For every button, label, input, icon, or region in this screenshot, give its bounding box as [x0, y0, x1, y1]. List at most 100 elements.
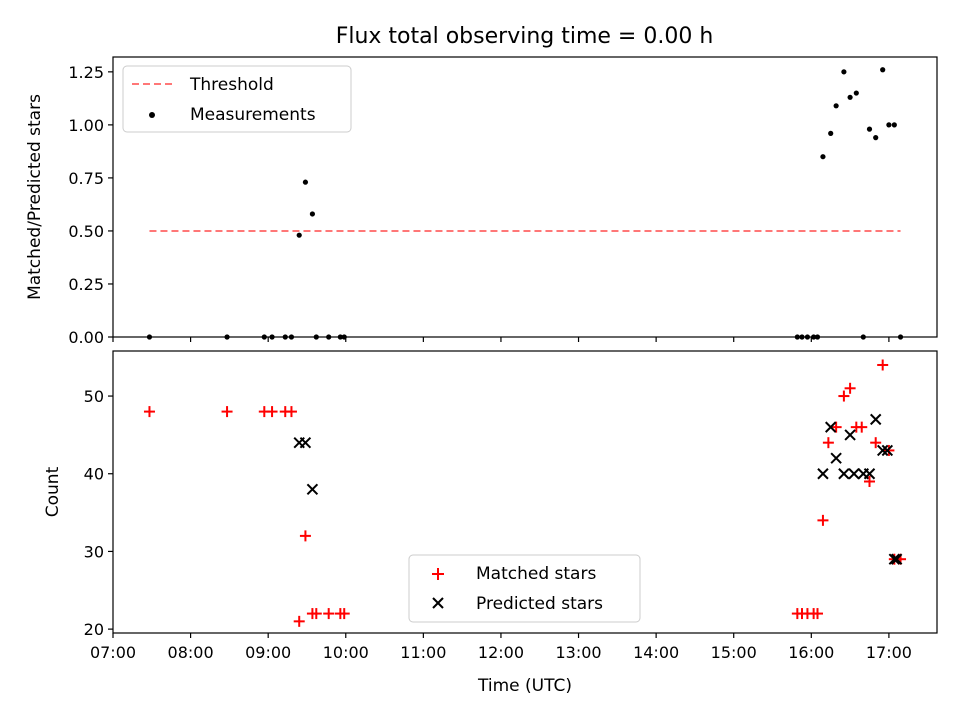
- predicted-star-point: [824, 421, 837, 433]
- matched-star-point: [338, 608, 350, 620]
- predicted-star-point: [869, 413, 882, 426]
- predicted-star-d2: [299, 436, 312, 449]
- predicted-star-d2: [863, 468, 876, 480]
- top-plot-frame: [112, 56, 938, 338]
- bottom-y-tick-label: 40: [84, 465, 104, 484]
- matched-star-point: [299, 530, 311, 542]
- top-y-tick-label: 1.00: [68, 116, 104, 135]
- predicted-star-d2: [888, 553, 901, 565]
- bottom-y-axis: 20 30 40 50: [84, 387, 113, 639]
- bottom-x-tick-label: 09:00: [245, 643, 291, 662]
- bottom-x-tick-label: 12:00: [478, 643, 524, 662]
- legend-measurements-swatch: [149, 112, 155, 118]
- matched-star-point: [856, 421, 868, 433]
- matched-star-point: [883, 444, 895, 456]
- matched-star-point: [817, 514, 829, 526]
- bottom-legend: Matched stars Predicted stars: [408, 554, 641, 623]
- measurement-point: [891, 122, 897, 128]
- top-legend-frame: [122, 65, 352, 133]
- predicted-star-point: [848, 468, 860, 480]
- top-y-tick-label: 0.00: [68, 328, 104, 347]
- measurement-point: [880, 67, 886, 73]
- bottom-y-tick-label: 30: [84, 542, 104, 561]
- measurement-point: [833, 103, 839, 109]
- predicted-star-point: [299, 436, 312, 449]
- predicted-star-point: [881, 444, 894, 457]
- matched-star-point: [221, 406, 233, 418]
- top-y-tick-label: 0.25: [68, 275, 104, 294]
- bottom-x-tick-label: 10:00: [323, 643, 369, 662]
- predicted-star-d2: [817, 468, 829, 480]
- measurement-point: [873, 135, 879, 141]
- predicted-star-d2: [838, 468, 850, 480]
- predicted-star-point: [817, 468, 829, 480]
- measurement-point: [886, 122, 892, 128]
- predicted-star-point: [888, 553, 901, 565]
- matched-star-point: [812, 608, 824, 620]
- predicted-star-point: [830, 452, 842, 464]
- legend-predicted-label: Predicted stars: [476, 594, 603, 614]
- top-legend: Threshold Measurements: [122, 65, 352, 133]
- bottom-plot-area: [143, 359, 907, 627]
- measurement-point: [847, 94, 853, 100]
- measurement-point: [841, 69, 847, 75]
- bottom-y-tick-label: 20: [84, 620, 104, 639]
- bottom-x-tick-label: 13:00: [555, 643, 601, 662]
- matched-star-point: [877, 359, 889, 371]
- matched-star-point: [143, 406, 155, 418]
- matched-star-point: [844, 382, 856, 394]
- bottom-x-tick-label: 15:00: [711, 643, 757, 662]
- legend-threshold-label: Threshold: [189, 75, 274, 95]
- matched-star-point: [863, 476, 875, 488]
- predicted-star-d2: [869, 413, 882, 426]
- predicted-star-d2: [844, 429, 856, 441]
- bottom-legend-frame: [408, 554, 641, 623]
- matched-star-point: [266, 406, 278, 418]
- measurement-point: [820, 154, 826, 160]
- top-y-tick-label: 0.50: [68, 222, 104, 241]
- matched-star-point: [310, 608, 322, 620]
- top-y-tick-label: 1.25: [68, 63, 104, 82]
- matched-star-point: [293, 615, 305, 627]
- predicted-star-point: [876, 444, 889, 457]
- matched-star-point: [822, 437, 834, 449]
- predicted-star-d2: [830, 452, 842, 464]
- matched-star-point: [830, 421, 842, 433]
- predicted-star-d2: [824, 421, 837, 433]
- bottom-panel: 20 30 40 50 07:00 08:00 09:00 10:00 11:00 12:00 1…: [43, 350, 938, 696]
- measurement-point: [296, 232, 302, 238]
- bottom-y-tick-label: 50: [84, 387, 104, 406]
- top-y-axis: 0.00 0.25 0.50 0.75 1.00 1.25: [68, 63, 113, 347]
- x-axis-label: Time (UTC): [477, 676, 572, 696]
- matched-star-point: [285, 406, 297, 418]
- top-x-axis-ticks: [112, 337, 890, 342]
- predicted-star-point: [844, 429, 856, 441]
- predicted-star-point: [838, 468, 850, 480]
- measurement-point: [302, 179, 309, 185]
- measurement-point: [309, 211, 316, 217]
- predicted-star-point: [890, 553, 903, 565]
- chart-title: Flux total observing time = 0.00 h: [336, 24, 714, 49]
- legend-measurements-label: Measurements: [190, 105, 316, 125]
- legend-predicted-swatch: [432, 597, 444, 609]
- measurement-point: [853, 90, 859, 96]
- top-y-tick-label: 0.75: [68, 169, 104, 188]
- bottom-x-axis: 07:00 08:00 09:00 10:00 11:00 12:00 13:00 14:00…: [90, 633, 912, 662]
- measurement-point: [866, 126, 873, 132]
- predicted-star-d2: [848, 468, 860, 480]
- predicted-star-point: [863, 468, 876, 480]
- bottom-x-tick-label: 07:00: [90, 643, 136, 662]
- predicted-star-d2: [306, 483, 319, 495]
- predicted-star-d2: [876, 444, 889, 457]
- bottom-y-axis-label: Count: [43, 466, 63, 517]
- bottom-x-tick-label: 08:00: [168, 643, 214, 662]
- predicted-star-d2: [881, 444, 894, 457]
- top-panel: Flux total observing time = 0.00 h 0.000…: [25, 24, 938, 347]
- bottom-plot-frame: [112, 350, 938, 634]
- predicted-star-point: [306, 483, 319, 495]
- measurement-point: [828, 130, 834, 136]
- legend-matched-label: Matched stars: [476, 564, 596, 584]
- bottom-x-tick-label: 16:00: [788, 643, 834, 662]
- bottom-x-tick-label: 14:00: [633, 643, 679, 662]
